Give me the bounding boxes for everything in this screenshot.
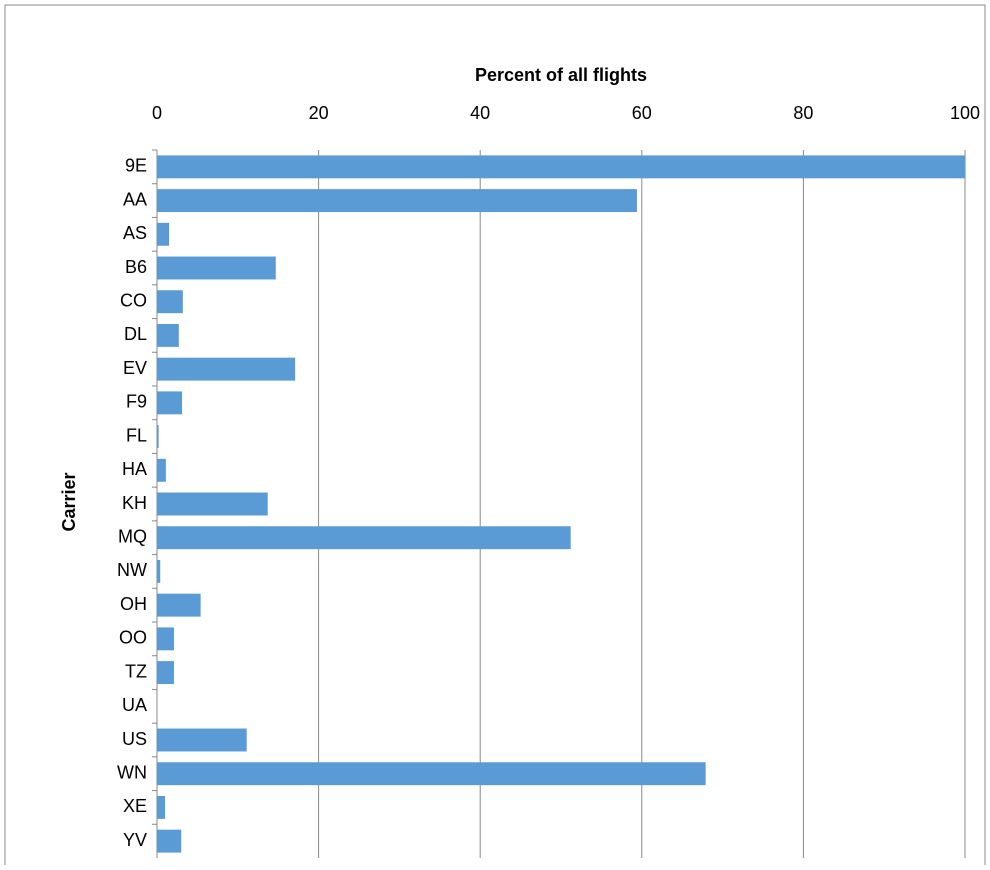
bar [157,155,965,179]
y-tick-label: 9E [125,156,147,176]
bar [157,425,159,449]
y-axis-title: Carrier [59,472,79,531]
y-tick-label: NW [117,560,147,580]
y-tick-label: UA [122,695,147,715]
bar [157,458,166,482]
x-tick-label: 80 [793,103,813,123]
bar [157,391,183,415]
y-tick-label: YV [123,830,147,850]
bar [157,323,179,347]
y-tick-label: HA [122,459,147,479]
bar [157,357,296,381]
bar [157,559,161,583]
bar [157,762,706,786]
y-tick-label: WN [117,762,147,782]
y-tick-label: MQ [118,526,147,546]
bar [157,593,201,617]
y-tick-label: F9 [126,392,147,412]
bar [157,829,182,853]
y-tick-label: DL [124,324,147,344]
bar [157,290,183,314]
bar [157,728,247,752]
y-tick-label: OH [120,594,147,614]
x-tick-label: 60 [632,103,652,123]
y-tick-label: AS [123,223,147,243]
x-tick-label: 40 [470,103,490,123]
y-tick-label: OO [119,628,147,648]
y-tick-label: XE [123,796,147,816]
bar [157,492,268,516]
x-tick-label: 20 [309,103,329,123]
x-tick-label: 0 [152,103,162,123]
chart-border [4,4,986,870]
y-tick-label: FL [126,425,147,445]
y-tick-label: EV [123,358,147,378]
x-axis-title: Percent of all flights [475,65,647,85]
x-tick-label: 100 [950,103,980,123]
y-tick-label: CO [120,290,147,310]
bar [157,256,276,280]
y-tick-label: KH [122,493,147,513]
bar [157,627,174,651]
bar [157,526,571,550]
y-tick-label: US [122,729,147,749]
bar [157,222,170,246]
y-tick-label: B6 [125,257,147,277]
y-tick-label: AA [123,189,147,209]
bar [157,661,174,685]
y-tick-label: TZ [125,661,147,681]
bar [157,189,637,213]
bar [157,795,166,819]
